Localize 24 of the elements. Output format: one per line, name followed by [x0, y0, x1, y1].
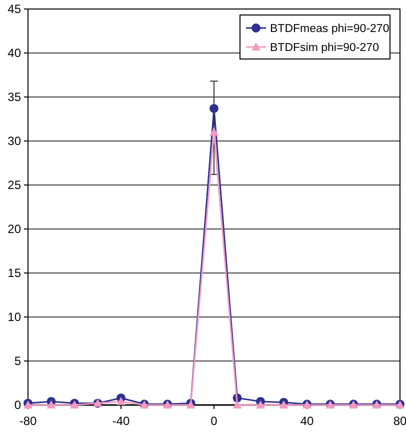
- y-tick-label: 25: [8, 178, 22, 192]
- x-tick-label: -40: [112, 414, 130, 428]
- y-tick-label: 35: [8, 90, 22, 104]
- x-tick-label: 40: [300, 414, 314, 428]
- point: [210, 104, 218, 113]
- y-tick-label: 0: [14, 398, 22, 412]
- legend-label: BTDFsim phi=90-270: [270, 42, 379, 54]
- y-tick-label: 45: [8, 2, 22, 16]
- y-tick-label: 40: [8, 46, 22, 60]
- y-tick-label: 20: [8, 222, 22, 236]
- legend-label: BTDFmeas phi=90-270: [270, 23, 390, 36]
- x-tick-label: 0: [210, 414, 218, 428]
- y-tick-label: 10: [8, 310, 22, 324]
- y-tick-label: 5: [14, 354, 22, 368]
- point: [232, 400, 242, 408]
- point: [279, 400, 288, 408]
- point: [256, 400, 265, 408]
- x-tick-label: 80: [393, 414, 406, 428]
- x-tick-label: -80: [19, 414, 37, 428]
- point: [210, 128, 218, 136]
- y-tick-label: 30: [8, 134, 22, 148]
- y-tick-label: 15: [8, 266, 22, 280]
- point: [116, 396, 126, 405]
- point: [46, 400, 56, 408]
